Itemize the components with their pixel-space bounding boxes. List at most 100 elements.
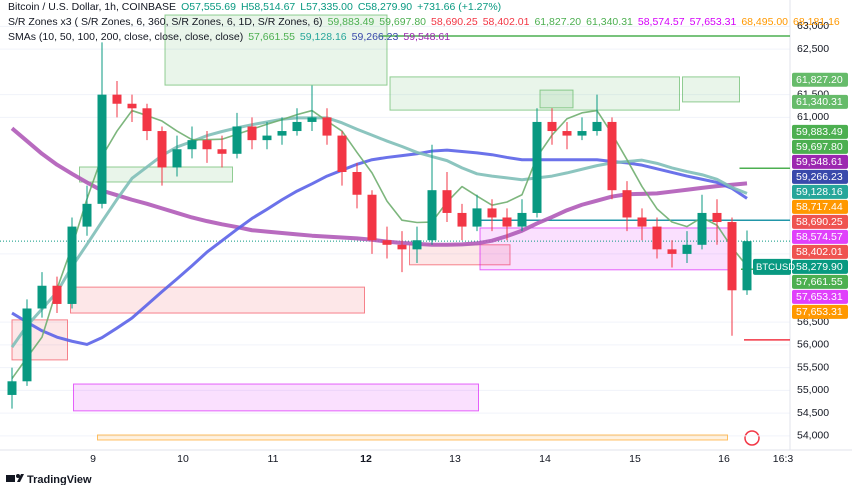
legend-ohlc: Bitcoin / U.S. Dollar, 1h, COINBASE O57,5… [8,1,506,13]
price-tag-label: 58,574.57 [796,231,843,243]
price-tag [792,72,848,87]
x-tick-label: 16 [718,453,730,465]
plot: 63,00062,50061,50061,00058,00056,50056,0… [0,0,852,465]
y-tick-label: 63,000 [797,20,829,32]
ohlc-value: H58,514.67 [240,1,296,13]
candle-body [262,135,272,141]
price-tag [792,169,848,184]
candle-body [172,149,182,168]
zone-value: 68,181.16 [793,16,840,28]
candle-body [82,203,92,227]
x-tick-label: 14 [539,453,551,465]
sma-value: 57,661.55 [248,31,295,43]
x-tick-label: 11 [268,453,279,465]
candle-body [52,285,62,304]
candle-body [247,126,257,141]
zone-value: 58,574.57 [637,16,685,28]
candle-body [277,131,287,136]
symbol-tag-label: BTCUSD [756,262,795,273]
sma-value: 59,128.16 [299,31,347,43]
symbol-tag [753,258,791,275]
y-tick-label: 56,500 [797,316,829,328]
price-tag [792,274,848,289]
zone-value: 68,495.00 [741,16,789,28]
price-tag-label: 57,653.31 [796,291,843,303]
x-tick-label: 12 [360,453,372,465]
price-tag-label: 59,266.23 [796,171,843,183]
sr-zone [97,434,728,441]
candle-body [7,381,17,395]
brand-logo [6,474,24,482]
price-tag [792,229,848,244]
price-tag-label: 61,340.31 [796,96,843,108]
candle-body [502,217,512,227]
candle-body [442,190,452,213]
price-tag-label: 57,653.31 [796,306,843,318]
candle-body [412,240,422,250]
ohlc-value: O57,555.69 [181,1,236,13]
ohlc-value: L57,335.00 [300,1,353,13]
candle-body [367,194,377,241]
candle-body [397,244,407,250]
alert-icon[interactable] [744,430,760,446]
candle-body [577,131,587,136]
candle-body [547,121,557,132]
x-tick-label: 9 [90,453,96,465]
price-tag [792,304,848,319]
candle-body [187,140,197,150]
y-tick-label: 54,500 [797,407,829,419]
candle-body [532,121,542,213]
candle-body [712,212,722,223]
price-tag [792,244,848,259]
y-tick-label: 62,500 [797,43,829,55]
price-tag [792,199,848,214]
price-tag [792,139,848,154]
zone-value: 61,340.31 [586,16,633,28]
candle-body [22,308,32,382]
candle-body [157,131,167,168]
price-tag-label: 58,279.90 [796,261,843,273]
x-tick-label: 15 [629,453,641,465]
y-tick-label: 55,500 [797,361,829,373]
x-tick-label: 13 [449,453,461,465]
price-tag-label: 58,717.44 [796,201,843,213]
candle-body [292,121,302,132]
price-tag-label: 59,883.49 [796,126,843,138]
zone-value: 59,883.49 [327,16,375,28]
zone-value: 59,697.80 [379,16,426,28]
candle-body [352,171,362,195]
ohlc-value: C58,279.90 [357,1,413,13]
candle-body [682,244,692,254]
candle-body [217,149,227,154]
symbol-title: Bitcoin / U.S. Dollar, 1h, COINBASE [8,1,177,13]
zone-value: 57,653.31 [689,16,737,28]
price-tag [792,154,848,169]
candle-body [337,135,347,172]
candle-body [667,249,677,254]
price-tag-label: 58,690.25 [796,216,843,228]
sr-zone [682,76,740,103]
candle-body [67,226,77,304]
sr-zone [73,383,479,412]
candle-body [517,212,527,227]
x-tick-label: 10 [177,453,189,465]
sma-name: SMAs (10, 50, 100, 200, close, close, cl… [8,31,244,43]
candle-body [562,131,572,136]
sr-zone [70,286,365,314]
legend-zones: S/R Zones x3 ( S/R Zones, 6, 360, S/R Zo… [8,16,845,28]
sr-zone [164,14,388,86]
candle-body [637,217,647,227]
candle-body [322,117,332,136]
price-tag-label: 57,661.55 [796,276,843,288]
price-tag [792,289,848,304]
zone-value: 58,402.01 [482,16,530,28]
y-tick-label: 55,000 [797,384,829,396]
y-tick-label: 61,000 [797,111,829,123]
candle-body [622,190,632,218]
candle-body [112,94,122,104]
price-tag-label: 59,128.16 [796,186,843,198]
price-tag-label: 61,827.20 [796,74,843,86]
legend-smas: SMAs (10, 50, 100, 200, close, close, cl… [8,31,455,43]
ohlc-value: +731.66 (+1.27%) [417,1,502,13]
sma-line [11,109,748,380]
